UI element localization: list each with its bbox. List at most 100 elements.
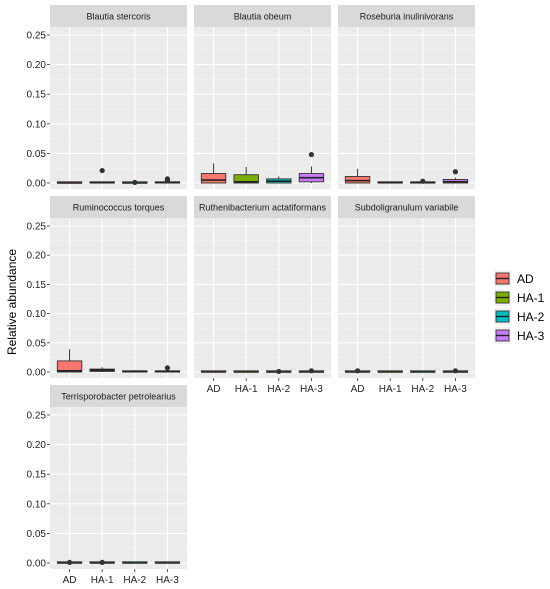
outlier-point: [276, 368, 282, 375]
facet-strip: [338, 196, 475, 218]
box-ha-2: [266, 368, 292, 375]
y-tick-label: 0.15: [27, 470, 47, 481]
facet-title: Roseburia inulinivorans: [360, 12, 454, 22]
facet-strip: [50, 5, 187, 27]
y-tick-label: 0.10: [27, 119, 47, 130]
legend: AD HA-1 HA-2 HA-3: [494, 270, 545, 344]
outlier-point: [99, 167, 105, 174]
box-ha-1: [89, 559, 115, 566]
x-tick-label: HA-3: [444, 384, 467, 395]
x-tick-label: AD: [63, 575, 77, 586]
box-ha-3: [154, 561, 181, 564]
x-tick-label: HA-3: [156, 575, 179, 586]
legend-entry-ha-1: HA-1: [494, 289, 545, 306]
y-tick-label: 0.25: [27, 222, 47, 233]
box-ad: [200, 163, 227, 184]
y-tick-label: 0.20: [27, 60, 47, 71]
y-tick-label: 0.05: [27, 529, 47, 540]
panel-background: [194, 27, 331, 189]
y-tick-label: 0.25: [27, 31, 47, 42]
outlier-point: [164, 365, 171, 371]
x-tick-label: AD: [351, 384, 365, 395]
panel-background: [50, 407, 187, 569]
legend-label: HA-2: [517, 310, 545, 324]
outlier-point: [99, 559, 105, 566]
outlier-point: [132, 179, 138, 186]
y-axis-title: Relative abundance: [5, 249, 19, 355]
y-tick-label: 0.15: [27, 90, 47, 101]
outlier-point: [308, 151, 315, 158]
box-ha-3: [442, 169, 469, 184]
facet-blautia-obeum: Blautia obeum: [194, 5, 331, 189]
facet-panels: Blautia stercoris Blautia obeum Roseburia …: [50, 5, 475, 569]
box-ha-2: [410, 178, 436, 184]
box-ha-2: [122, 179, 148, 186]
panel-background: [338, 27, 475, 189]
box-ha-3: [442, 368, 469, 374]
box-body: [233, 174, 259, 184]
legend-entry-ha-3: HA-3: [494, 327, 545, 344]
box-ha-2: [122, 370, 148, 373]
box-body: [344, 176, 371, 184]
box-body: [200, 173, 227, 184]
facet-title: Subdoligranulum variabile: [355, 203, 459, 213]
y-tick-label: 0.00: [27, 559, 47, 570]
facet-ruthenibacterium-actatiformans: Ruthenibacterium actatiformans: [194, 196, 331, 378]
box-ha-1: [233, 167, 259, 184]
x-tick-label: HA-1: [379, 384, 402, 395]
box-ha-3: [298, 151, 325, 183]
panel-background: [338, 218, 475, 378]
box-body: [56, 360, 83, 373]
y-tick-label: 0.15: [27, 280, 47, 291]
legend-entry-ha-2: HA-2: [494, 308, 545, 325]
legend-label: HA-1: [517, 291, 545, 305]
box-ha-3: [298, 368, 325, 374]
box-ha-3: [154, 365, 181, 373]
facet-subdoligranulum-variabile: Subdoligranulum variabile: [338, 196, 475, 378]
outlier-point: [66, 559, 73, 566]
facet-strip: [50, 385, 187, 407]
box-ha-3: [154, 176, 181, 184]
y-tick-label: 0.00: [27, 179, 47, 190]
x-tick-label: HA-2: [267, 384, 290, 395]
y-tick-label: 0.10: [27, 499, 47, 510]
box-ha-2: [266, 176, 292, 184]
box-ad: [200, 370, 227, 373]
box-ha-1: [233, 370, 259, 373]
outlier-point: [354, 368, 361, 374]
y-tick-label: 0.05: [27, 338, 47, 349]
legend-entry-ad: AD: [494, 270, 534, 287]
facet-title: Ruthenibacterium actatiformans: [199, 203, 327, 213]
box-ad: [56, 349, 83, 373]
facet-strip: [194, 196, 331, 218]
facet-title: Blautia obeum: [234, 12, 292, 22]
facet-strip: [194, 5, 331, 27]
legend-label: HA-3: [517, 329, 545, 343]
panel-background: [194, 218, 331, 378]
outlier-point: [308, 368, 315, 374]
x-tick-label: HA-3: [300, 384, 323, 395]
outlier-point: [452, 169, 459, 175]
outlier-point: [452, 368, 459, 374]
box-ha-1: [89, 167, 115, 184]
y-tick-label: 0.05: [27, 149, 47, 160]
facet-title: Terrisporobacter petrolearius: [61, 392, 176, 402]
x-tick-label: AD: [207, 384, 221, 395]
y-tick-label: 0.25: [27, 411, 47, 422]
facet-title: Ruminococcus torques: [73, 203, 165, 213]
y-tick-label: 0.00: [27, 368, 47, 379]
facet-title: Blautia stercoris: [86, 12, 151, 22]
x-tick-label: HA-1: [235, 384, 258, 395]
facet-blautia-stercoris: Blautia stercoris: [50, 5, 187, 189]
box-ha-1: [377, 370, 403, 373]
box-ad: [344, 168, 371, 184]
facet-terrisporobacter-petrolearius: Terrisporobacter petrolearius: [50, 385, 187, 569]
panel-background: [50, 218, 187, 378]
x-tick-label: HA-2: [411, 384, 434, 395]
panel-background: [50, 27, 187, 189]
y-tick-label: 0.20: [27, 440, 47, 451]
outlier-point: [164, 178, 171, 184]
x-tick-label: HA-2: [123, 575, 146, 586]
box-ha-2: [122, 561, 148, 564]
